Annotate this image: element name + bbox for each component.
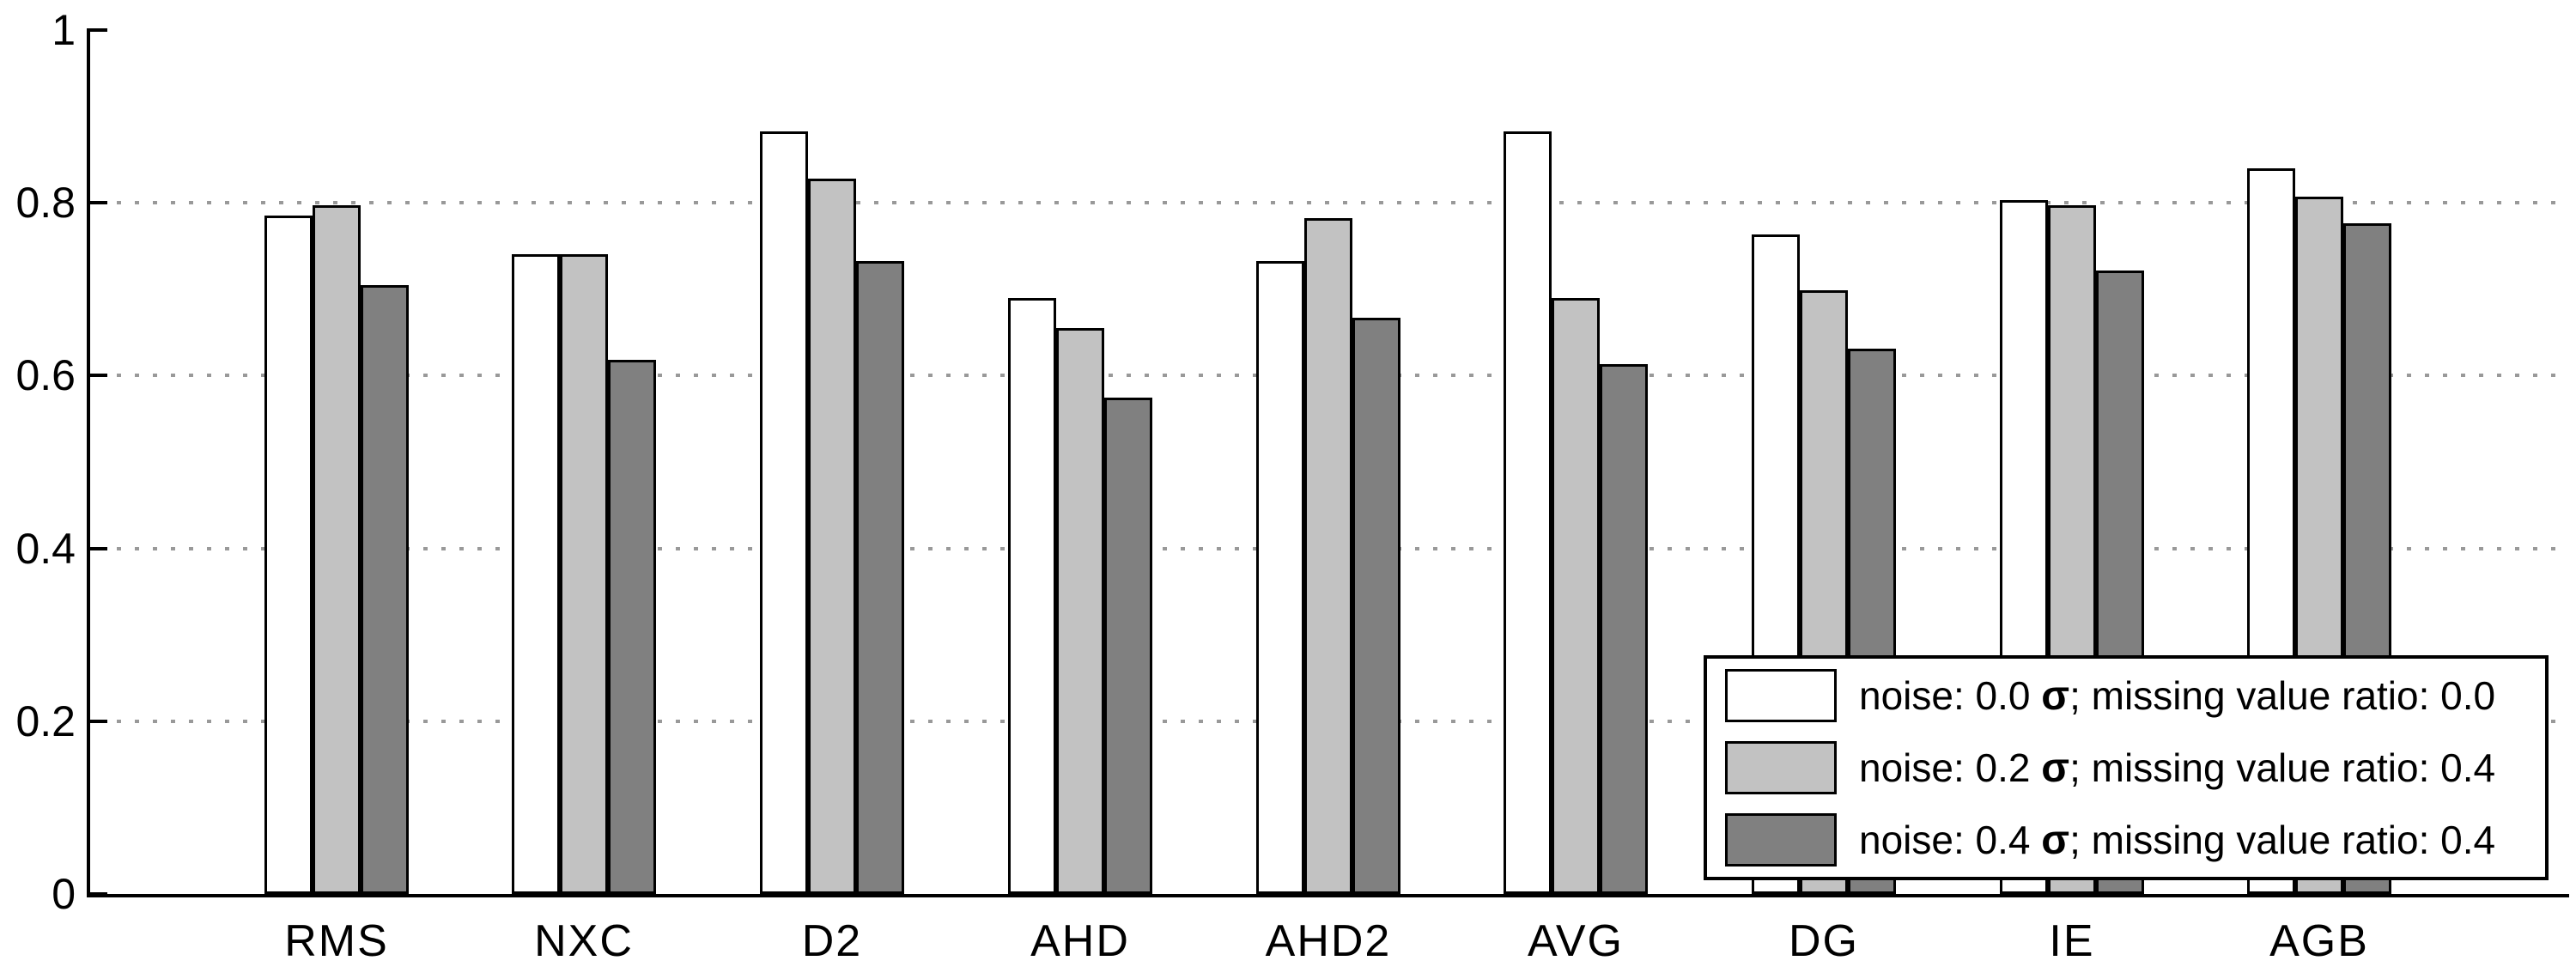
y-axis-line	[87, 28, 90, 896]
bar-D2-series1	[760, 131, 808, 894]
y-tick-label-0: 0	[52, 870, 76, 918]
bar-D2-series2	[808, 179, 856, 894]
legend-label-3: noise: 0.4 σ; missing value ratio: 0.4	[1859, 813, 2495, 867]
sigma-symbol: σ	[2041, 745, 2070, 791]
x-tick-label-RMS: RMS	[284, 916, 389, 966]
y-tick-label-0.8: 0.8	[15, 179, 76, 228]
bar-AHD-series2	[1056, 328, 1104, 894]
x-tick-label-AVG: AVG	[1528, 916, 1624, 966]
bar-AVG-series2	[1552, 298, 1600, 894]
plot-area	[88, 28, 2567, 896]
bar-D2-series3	[856, 261, 904, 894]
legend-entry-1: noise: 0.0 σ; missing value ratio: 0.0	[1725, 669, 2495, 722]
bar-RMS-series3	[361, 285, 409, 894]
legend-swatch-3	[1725, 813, 1837, 867]
bar-RMS-series1	[264, 216, 313, 894]
x-tick-label-AHD: AHD	[1030, 916, 1130, 966]
bar-AVG-series3	[1600, 364, 1648, 894]
bar-NXC-series1	[512, 254, 560, 894]
legend-label-pre: noise: 0.2	[1859, 745, 2042, 790]
y-tick-label-0.2: 0.2	[15, 696, 76, 745]
legend-label-post: ; missing value ratio: 0.0	[2069, 672, 2496, 718]
bar-AHD-series3	[1104, 398, 1152, 894]
bar-AHD2-series3	[1352, 318, 1400, 894]
x-tick-label-D2: D2	[801, 916, 863, 966]
y-tick-0.8	[88, 201, 107, 205]
y-tick-0.2	[88, 719, 107, 723]
x-tick-label-IE: IE	[2049, 916, 2095, 966]
bar-NXC-series3	[608, 360, 656, 894]
x-tick-label-DG: DG	[1789, 916, 1859, 966]
bar-RMS-series2	[313, 205, 361, 894]
legend-label-1: noise: 0.0 σ; missing value ratio: 0.0	[1859, 669, 2495, 723]
y-tick-0.6	[88, 374, 107, 378]
x-tick-label-AHD2: AHD2	[1265, 916, 1392, 966]
y-tick-label-0.6: 0.6	[15, 351, 76, 400]
legend-label-pre: noise: 0.0	[1859, 672, 2042, 718]
legend-label-post: ; missing value ratio: 0.4	[2069, 817, 2496, 862]
legend-box: noise: 0.0 σ; missing value ratio: 0.0 no…	[1704, 655, 2549, 880]
y-tick-1	[88, 28, 107, 32]
legend-label-pre: noise: 0.4	[1859, 817, 2042, 862]
bar-AHD2-series2	[1304, 218, 1352, 894]
bar-AHD2-series1	[1256, 261, 1304, 894]
sigma-symbol: σ	[2041, 672, 2070, 719]
legend-label-2: noise: 0.2 σ; missing value ratio: 0.4	[1859, 741, 2495, 795]
y-tick-0.4	[88, 546, 107, 550]
legend-label-post: ; missing value ratio: 0.4	[2069, 745, 2496, 790]
y-tick-label-1: 1	[52, 6, 76, 54]
x-tick-label-AGB: AGB	[2269, 916, 2369, 966]
bar-NXC-series2	[560, 254, 608, 894]
x-axis-line	[87, 894, 2569, 897]
y-tick-label-0.4: 0.4	[15, 524, 76, 573]
gridline-0.8	[99, 201, 2567, 205]
legend-entry-2: noise: 0.2 σ; missing value ratio: 0.4	[1725, 741, 2495, 794]
legend-swatch-1	[1725, 669, 1837, 722]
legend-entry-3: noise: 0.4 σ; missing value ratio: 0.4	[1725, 813, 2495, 867]
x-tick-label-NXC: NXC	[534, 916, 634, 966]
legend-swatch-2	[1725, 741, 1837, 794]
bar-AHD-series1	[1008, 298, 1056, 894]
sigma-symbol: σ	[2041, 817, 2070, 863]
bar-AVG-series1	[1504, 131, 1552, 894]
